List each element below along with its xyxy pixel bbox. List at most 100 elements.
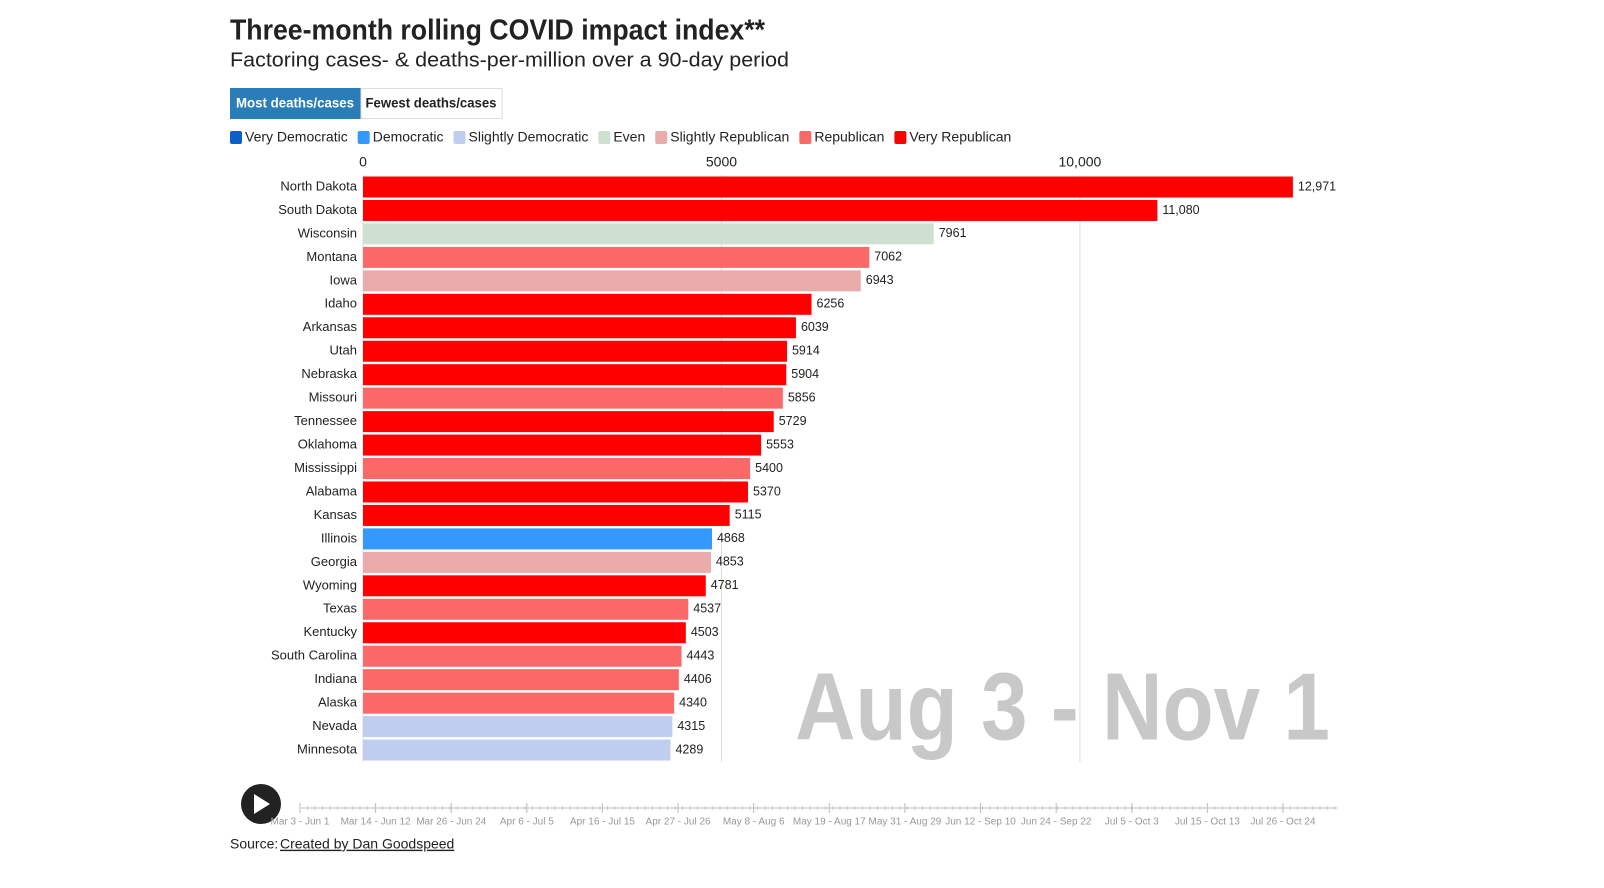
value-label: 4340	[679, 695, 707, 709]
source-link[interactable]: Created by Dan Goodspeed	[280, 836, 454, 852]
value-label: 4406	[684, 672, 712, 686]
category-label: Illinois	[321, 530, 358, 545]
value-label: 5914	[792, 344, 820, 358]
category-label: Mississippi	[294, 460, 357, 475]
button-active[interactable]	[230, 88, 361, 119]
legend-swatch	[655, 131, 668, 144]
category-label: South Dakota	[278, 202, 358, 217]
bar	[363, 434, 762, 456]
bar	[363, 458, 751, 480]
category-label: Nebraska	[301, 366, 357, 381]
timeline-label[interactable]: Mar 26 - Jun 24	[416, 817, 486, 828]
bar	[363, 528, 712, 550]
value-label: 7961	[939, 226, 967, 240]
bar	[363, 293, 812, 315]
value-label: 5115	[735, 508, 762, 522]
bar	[363, 575, 706, 597]
bar	[363, 340, 787, 362]
category-label: South Carolina	[271, 648, 358, 663]
legend-swatch	[230, 131, 242, 144]
timeline-label[interactable]: May 31 - Aug 29	[869, 817, 942, 828]
legend-label: Republican	[814, 129, 884, 145]
button-label[interactable]: Fewest deaths/cases	[366, 95, 497, 111]
legend-swatch	[357, 131, 370, 144]
bar	[363, 364, 787, 386]
category-label: Texas	[323, 601, 357, 616]
value-label: 5904	[791, 367, 819, 381]
value-label: 5856	[788, 390, 816, 404]
bar	[363, 504, 730, 526]
bar	[363, 716, 673, 738]
legend-label: Slightly Democratic	[469, 129, 589, 145]
value-label: 4315	[677, 719, 705, 733]
play-icon[interactable]	[254, 794, 270, 814]
legend-label: Even	[613, 129, 645, 145]
bar	[363, 387, 783, 409]
timeline-label[interactable]: Jul 5 - Oct 3	[1105, 817, 1159, 828]
timeline-label[interactable]: Jun 12 - Sep 10	[945, 817, 1016, 828]
period-label: Aug 3 - Nov 1	[795, 653, 1330, 760]
value-label: 5400	[755, 461, 783, 475]
value-label: 5729	[779, 414, 807, 428]
category-label: North Dakota	[280, 178, 357, 193]
timeline-label[interactable]: May 19 - Aug 17	[793, 817, 866, 828]
timeline-label[interactable]: Mar 14 - Jun 12	[341, 817, 411, 828]
bar	[363, 739, 671, 761]
bar	[363, 317, 796, 339]
bar	[363, 598, 689, 620]
value-label: 4868	[717, 531, 745, 545]
category-label: Minnesota	[297, 741, 358, 756]
value-label: 7062	[874, 250, 902, 264]
bar	[363, 176, 1293, 198]
bar	[363, 622, 686, 644]
category-label: Iowa	[330, 272, 358, 287]
timeline-label[interactable]: Apr 27 - Jul 26	[646, 817, 711, 828]
value-label: 5553	[766, 437, 794, 451]
timeline-label[interactable]: Apr 6 - Jul 5	[500, 817, 554, 828]
bar	[363, 645, 682, 667]
source-label: Source:	[230, 836, 278, 852]
x-tick-label: 0	[359, 154, 367, 170]
bar	[363, 551, 711, 573]
timeline-label[interactable]: Jun 24 - Sep 22	[1021, 817, 1092, 828]
value-label: 4443	[687, 648, 715, 662]
value-label: 4289	[675, 742, 703, 756]
category-label: Wyoming	[303, 577, 357, 592]
value-label: 6256	[817, 297, 845, 311]
legend-label: Democratic	[373, 129, 444, 145]
category-label: Indiana	[314, 671, 357, 686]
value-label: 4503	[691, 625, 719, 639]
timeline-label[interactable]: Jul 26 - Oct 24	[1250, 817, 1315, 828]
button[interactable]	[360, 88, 503, 119]
x-tick-label: 5000	[706, 154, 737, 170]
bar	[363, 411, 774, 433]
legend-swatch	[453, 131, 466, 144]
timeline-label[interactable]: May 8 - Aug 6	[723, 817, 785, 828]
value-label: 6943	[866, 273, 894, 287]
chart-title: Three-month rolling COVID impact index**	[230, 15, 766, 47]
category-label: Georgia	[311, 554, 358, 569]
timeline-label[interactable]: Apr 16 - Jul 15	[570, 817, 635, 828]
bar	[363, 669, 679, 691]
legend-label: Slightly Republican	[670, 129, 789, 145]
timeline-label[interactable]: Mar 3 - Jun 1	[271, 817, 330, 828]
category-label: Alaska	[318, 695, 358, 710]
value-label: 11,080	[1162, 203, 1199, 217]
button-label[interactable]: Most deaths/cases	[236, 95, 354, 111]
category-label: Kentucky	[304, 624, 358, 639]
legend-label: Very Democratic	[245, 129, 348, 145]
category-label: Montana	[306, 249, 357, 264]
timeline-label[interactable]: Jul 15 - Oct 13	[1175, 817, 1240, 828]
value-label: 4781	[711, 578, 739, 592]
value-label: 5370	[753, 484, 781, 498]
x-tick-label: 10,000	[1058, 154, 1101, 170]
value-label: 6039	[801, 320, 829, 334]
category-label: Arkansas	[303, 319, 358, 334]
category-label: Nevada	[312, 718, 358, 733]
bar	[363, 223, 934, 245]
category-label: Wisconsin	[298, 225, 357, 240]
bar	[363, 246, 870, 268]
value-label: 12,971	[1298, 179, 1336, 193]
bar	[363, 199, 1158, 221]
value-label: 4537	[693, 602, 721, 616]
